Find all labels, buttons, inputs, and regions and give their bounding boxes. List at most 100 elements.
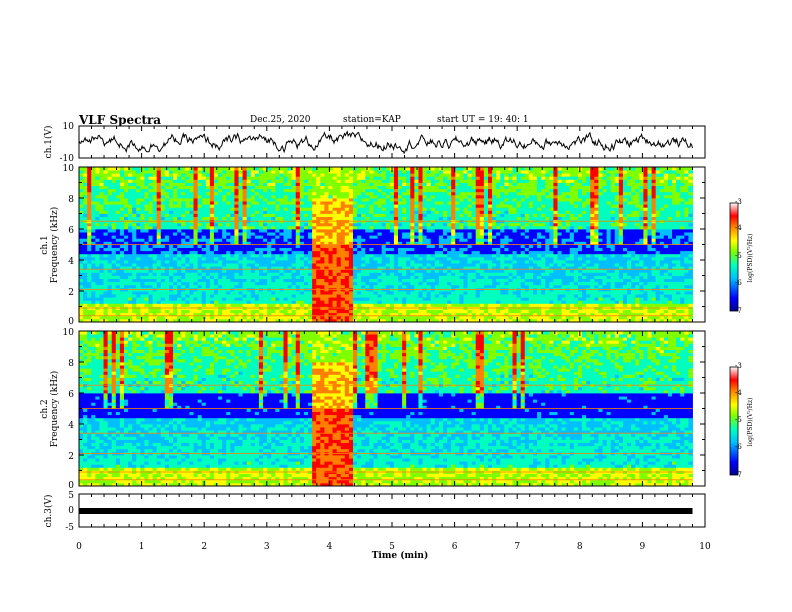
spectrogram-cell	[443, 318, 448, 323]
spectrogram-cell	[185, 188, 190, 193]
spectrogram-cell	[459, 315, 464, 320]
spectrogram-cell	[295, 232, 301, 236]
spectrogram-cell	[475, 309, 481, 314]
spectrogram-cell	[234, 176, 239, 180]
spectrogram-cell	[144, 216, 149, 221]
spectrogram-cell	[185, 272, 190, 276]
spectrogram-cell	[226, 182, 231, 186]
spectrogram-cell	[250, 291, 256, 295]
spectrogram-cell	[181, 297, 186, 301]
spectrogram-cell	[402, 260, 407, 264]
spectrogram-cell	[160, 167, 166, 171]
spectrogram-cell	[115, 300, 121, 304]
spectrogram-cell	[99, 238, 104, 242]
spectrogram-cell	[353, 173, 358, 177]
spectrogram-cell	[201, 235, 207, 239]
spectrogram-cell	[222, 185, 227, 190]
spectrogram-cell	[189, 216, 194, 221]
spectrogram-cell	[291, 194, 297, 199]
spectrogram-cell	[95, 278, 100, 283]
spectrogram-cell	[451, 210, 456, 214]
spectrogram-cell	[434, 188, 440, 193]
spectrogram-cell	[287, 263, 293, 267]
spectrogram-cell	[205, 309, 211, 314]
spectrogram-cell	[83, 275, 88, 279]
spectrogram-cell	[299, 170, 305, 174]
spectrogram-cell	[222, 281, 227, 286]
spectrogram-cell	[79, 312, 84, 317]
spectrogram-cell	[353, 281, 358, 286]
spectrogram-cell	[471, 253, 477, 258]
spectrogram-cell	[91, 210, 96, 214]
spectrogram-cell	[393, 284, 399, 289]
spectrogram-cell	[353, 284, 358, 289]
spectrogram-cell	[402, 247, 407, 252]
spectrogram-cell	[168, 207, 174, 211]
spectrogram-cell	[238, 182, 243, 186]
spectrogram-cell	[402, 198, 407, 202]
spectrogram-cell	[463, 213, 468, 217]
spectrogram-cell	[447, 238, 452, 242]
spectrogram-cell	[246, 244, 252, 248]
spectrogram-cell	[332, 250, 338, 255]
spectrogram-cell	[107, 235, 113, 239]
spectrogram-cell	[128, 238, 133, 242]
spectrogram-cell	[152, 269, 158, 273]
spectrogram-cell	[168, 179, 174, 183]
spectrogram-cell	[357, 185, 362, 190]
spectrogram-cell	[463, 225, 468, 230]
spectrogram-cell	[357, 238, 362, 242]
spectrogram-cell	[156, 263, 162, 267]
spectrogram-cell	[475, 256, 481, 261]
spectrogram-cell	[79, 266, 84, 270]
spectrogram-cell	[377, 213, 383, 217]
spectrogram-cell	[410, 253, 415, 258]
spectrogram-cell	[152, 266, 158, 270]
spectrogram-cell	[308, 207, 313, 211]
spectrogram-cell	[406, 281, 411, 286]
spectrogram-cell	[87, 303, 92, 307]
spectrogram-cell	[316, 241, 321, 245]
spectrogram-cell	[152, 210, 158, 214]
spectrogram-cell	[291, 256, 297, 261]
spectrogram-cell	[303, 284, 309, 289]
spectrogram-cell	[447, 297, 452, 301]
spectrogram-cell	[479, 297, 485, 301]
spectrogram-cell	[471, 284, 477, 289]
spectrogram-cell	[177, 170, 182, 174]
spectrogram-cell	[369, 229, 374, 233]
spectrogram-cell	[377, 244, 383, 248]
spectrogram-cell	[238, 235, 243, 239]
spectrogram-cell	[258, 204, 264, 208]
spectrogram-cell	[254, 244, 260, 248]
spectrogram-cell	[181, 281, 186, 286]
spectrogram-cell	[291, 179, 297, 183]
spectrogram-cell	[123, 235, 129, 239]
spectrogram-cell	[340, 232, 346, 236]
spectrogram-cell	[348, 315, 354, 320]
spectrogram-cell	[279, 256, 284, 261]
spectrogram-cell	[250, 312, 256, 317]
spectrogram-cell	[119, 241, 125, 245]
spectrogram-cell	[185, 266, 190, 270]
spectrogram-cell	[414, 266, 419, 270]
spectrogram-cell	[205, 263, 211, 267]
spectrogram-cell	[230, 229, 235, 233]
spectrogram-cell	[308, 222, 313, 227]
spectrogram-cell	[144, 170, 149, 174]
spectrogram-cell	[447, 235, 452, 239]
spectrogram-cell	[410, 188, 415, 193]
spectrogram-cell	[299, 312, 305, 317]
spectrogram-cell	[393, 229, 399, 233]
spectrogram-cell	[242, 225, 248, 230]
spectrogram-cell	[422, 210, 428, 214]
spectrogram-cell	[132, 232, 137, 236]
spectrogram-cell	[267, 225, 272, 230]
spectrogram-cell	[271, 315, 276, 320]
spectrogram-cell	[148, 225, 154, 230]
spectrogram-cell	[193, 204, 199, 208]
spectrogram-cell	[189, 198, 194, 202]
spectrogram-cell	[291, 244, 297, 248]
spectrogram-cell	[353, 167, 358, 171]
spectrogram-cell	[353, 210, 358, 214]
